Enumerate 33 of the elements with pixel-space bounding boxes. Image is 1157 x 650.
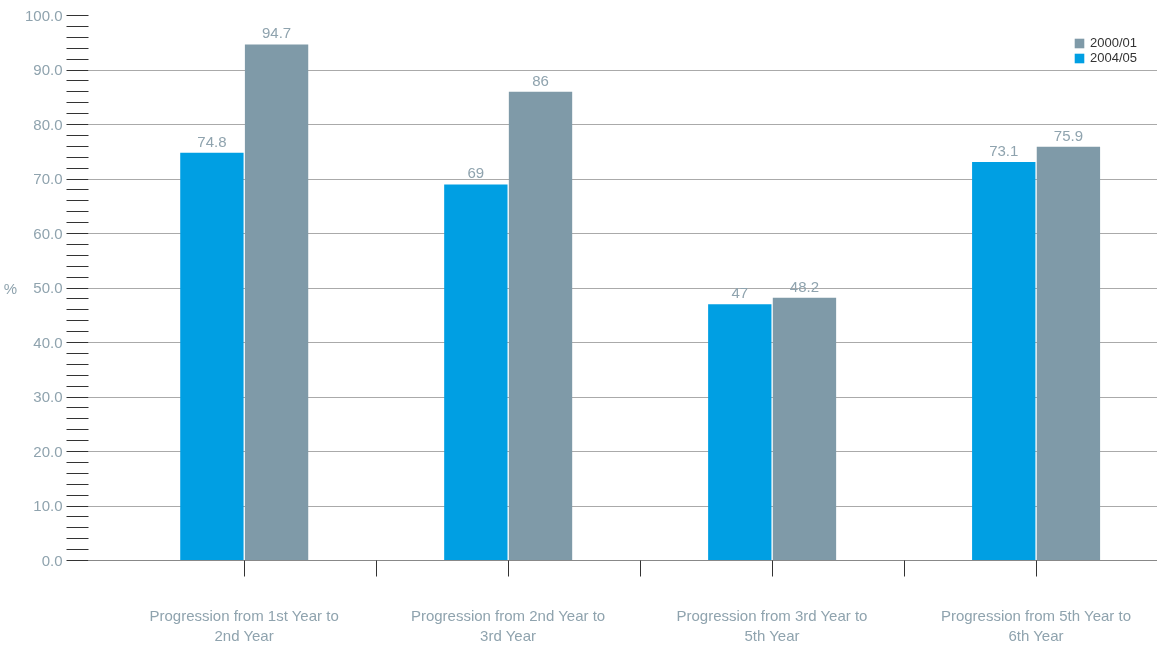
x-tick-label: Progression from 1st Year to 2nd Year	[149, 606, 339, 644]
legend-label: 2004/05	[1090, 50, 1137, 65]
y-tick-label: 100.0	[24, 6, 63, 24]
y-tick-label: 90.0	[33, 61, 63, 78]
data-label: 47	[731, 284, 749, 302]
y-tick-label: 20.0	[33, 442, 63, 460]
y-tick-label: 0.0	[41, 551, 63, 569]
data-label: 94.7	[261, 24, 292, 42]
bar	[180, 152, 244, 561]
data-label: 73.1	[989, 142, 1019, 160]
x-tick-label: Progression from 3rd Year to 5th Year	[676, 606, 868, 644]
legend-label: 2000/01	[1090, 35, 1137, 50]
data-label: 86	[532, 71, 549, 89]
y-tick-label: 10.0	[33, 497, 63, 514]
bar	[244, 44, 309, 561]
data-label: 74.8	[197, 132, 227, 150]
y-tick-label: 50.0	[33, 279, 63, 296]
bar	[444, 184, 508, 561]
x-tick-label: Progression from 5th Year to 6th Year	[940, 606, 1131, 644]
bar	[972, 162, 1036, 561]
x-tick-label: Progression from 2nd Year to 3rd Year	[410, 606, 606, 644]
y-axis-title: %	[3, 279, 17, 297]
bar	[1036, 146, 1101, 561]
y-tick-label: 40.0	[33, 333, 63, 351]
data-label: 75.9	[1053, 126, 1084, 144]
y-tick-label: 30.0	[33, 388, 63, 405]
y-tick-label: 70.0	[33, 170, 63, 187]
data-label: 69	[467, 164, 485, 182]
bar	[772, 297, 837, 561]
y-tick-label: 60.0	[33, 224, 63, 242]
y-tick-label: 80.0	[33, 115, 63, 133]
bar	[708, 304, 772, 561]
bar	[508, 91, 573, 561]
